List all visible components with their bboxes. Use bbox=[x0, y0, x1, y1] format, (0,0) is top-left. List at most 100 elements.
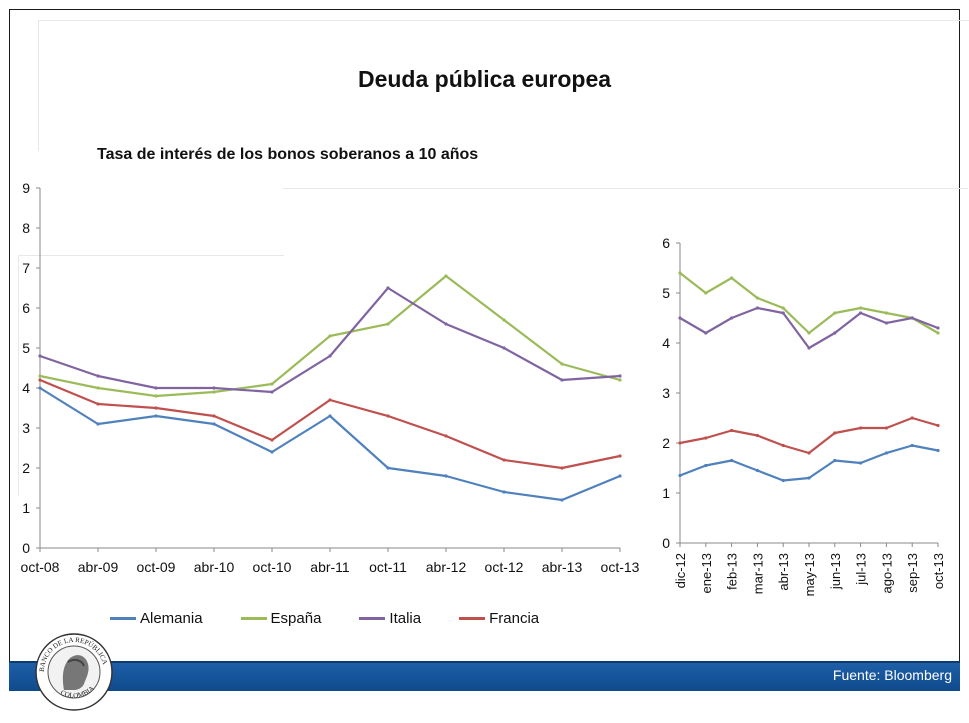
legend-label-alemania: Alemania bbox=[140, 610, 203, 627]
inset-point-francia bbox=[781, 443, 785, 448]
inset-y-tick-label: 0 bbox=[662, 535, 670, 551]
main-y-tick-label: 9 bbox=[22, 180, 30, 196]
main-point-francia bbox=[154, 406, 158, 410]
main-point-francia bbox=[212, 414, 216, 418]
main-x-tick-label: abr-12 bbox=[426, 559, 467, 575]
legend-label-francia: Francia bbox=[489, 610, 540, 627]
inset-point-italia bbox=[936, 326, 940, 330]
inset-point-espana bbox=[884, 311, 889, 315]
inset-series-line-francia bbox=[679, 416, 939, 455]
decorative-panel-3 bbox=[283, 188, 968, 190]
main-point-italia bbox=[270, 390, 274, 394]
main-y-tick-label: 4 bbox=[22, 380, 30, 396]
main-y-tick-label: 6 bbox=[22, 300, 30, 316]
inset-point-francia bbox=[678, 441, 682, 445]
main-point-italia bbox=[444, 322, 448, 326]
main-x-tick-label: oct-12 bbox=[485, 559, 524, 575]
main-y-tick-label: 0 bbox=[22, 540, 30, 556]
slide-frame bbox=[9, 9, 960, 691]
inset-point-espana bbox=[755, 296, 760, 300]
inset-point-espana bbox=[704, 291, 708, 295]
legend-swatch-italia bbox=[359, 617, 386, 620]
inset-point-italia bbox=[807, 346, 811, 350]
inset-point-alemania bbox=[833, 458, 837, 463]
main-y-tick-label: 2 bbox=[22, 460, 30, 476]
main-y-tick-label: 1 bbox=[22, 500, 30, 516]
main-point-francia bbox=[444, 434, 448, 438]
main-point-espana bbox=[212, 390, 216, 394]
inset-point-alemania bbox=[730, 458, 734, 463]
main-point-francia bbox=[270, 438, 274, 442]
inset-point-francia bbox=[755, 433, 760, 438]
legend: Alemania España Italia Francia bbox=[110, 610, 539, 627]
inset-x-tick-label: jul-13 bbox=[854, 553, 869, 586]
decorative-panel-1 bbox=[38, 20, 969, 151]
inset-x-tick-label: feb-13 bbox=[725, 553, 740, 590]
main-point-italia bbox=[96, 374, 100, 378]
main-x-tick-label: oct-13 bbox=[601, 559, 640, 575]
inset-point-italia bbox=[859, 311, 863, 315]
main-point-italia bbox=[618, 374, 622, 378]
main-point-francia bbox=[618, 454, 622, 458]
inset-point-francia bbox=[730, 428, 734, 433]
main-point-alemania bbox=[328, 414, 332, 418]
main-point-francia bbox=[38, 378, 42, 382]
inset-point-espana bbox=[859, 306, 863, 310]
legend-swatch-francia bbox=[459, 617, 486, 620]
inset-x-tick-label: abr-13 bbox=[776, 553, 791, 591]
bank-seal-logo: BANCO DE LA REPÚBLICA COLOMBIA bbox=[35, 633, 113, 711]
main-point-alemania bbox=[96, 422, 100, 426]
main-point-espana bbox=[618, 378, 622, 382]
inset-point-italia bbox=[781, 311, 785, 315]
inset-point-italia bbox=[704, 331, 708, 335]
inset-y-tick-label: 3 bbox=[662, 385, 670, 401]
main-series-line-alemania bbox=[39, 387, 621, 502]
legend-label-espana: España bbox=[270, 610, 322, 627]
main-point-francia bbox=[560, 466, 564, 470]
main-x-tick-label: abr-10 bbox=[194, 559, 235, 575]
inset-series-line-espana bbox=[679, 272, 939, 335]
main-y-tick-label: 3 bbox=[22, 420, 30, 436]
inset-x-tick-label: ene-13 bbox=[699, 553, 714, 593]
main-point-espana bbox=[502, 318, 506, 322]
inset-point-alemania bbox=[859, 461, 863, 465]
main-point-italia bbox=[386, 286, 390, 290]
inset-point-francia bbox=[936, 423, 940, 428]
main-x-tick-label: oct-09 bbox=[137, 559, 176, 575]
bottom-strip bbox=[0, 691, 969, 723]
main-x-tick-label: oct-11 bbox=[369, 559, 407, 575]
inset-point-italia bbox=[884, 321, 889, 325]
main-x-tick-label: abr-09 bbox=[78, 559, 119, 575]
main-point-italia bbox=[560, 378, 564, 382]
main-x-tick-label: abr-11 bbox=[310, 559, 350, 575]
inset-point-francia bbox=[833, 431, 837, 435]
inset-point-espana bbox=[678, 271, 682, 275]
chart-title: Tasa de interés de los bonos soberanos a… bbox=[97, 146, 479, 163]
inset-y-tick-label: 6 bbox=[662, 235, 670, 251]
main-point-espana bbox=[96, 386, 100, 390]
main-point-francia bbox=[386, 414, 390, 418]
inset-x-tick-label: ago-13 bbox=[879, 553, 894, 593]
inset-y-tick-label: 5 bbox=[662, 285, 670, 301]
main-point-italia bbox=[502, 346, 506, 350]
legend-item-italia: Italia bbox=[359, 610, 421, 627]
main-point-francia bbox=[328, 398, 332, 402]
main-point-alemania bbox=[212, 422, 216, 426]
main-point-alemania bbox=[386, 466, 390, 470]
inset-x-tick-label: jun-13 bbox=[828, 553, 843, 590]
inset-point-espana bbox=[833, 311, 837, 315]
inset-point-alemania bbox=[704, 463, 708, 468]
inset-point-italia bbox=[730, 316, 734, 320]
inset-y-tick-label: 2 bbox=[662, 435, 670, 451]
inset-x-tick-label: may-13 bbox=[802, 553, 817, 596]
main-point-alemania bbox=[560, 498, 564, 502]
inset-point-alemania bbox=[910, 443, 914, 448]
main-point-espana bbox=[386, 322, 390, 326]
main-y-tick-label: 7 bbox=[22, 260, 30, 276]
inset-point-alemania bbox=[807, 476, 811, 480]
main-point-alemania bbox=[444, 474, 448, 478]
inset-point-italia bbox=[833, 331, 837, 335]
main-y-tick-label: 5 bbox=[22, 340, 30, 356]
main-point-italia bbox=[212, 386, 216, 390]
